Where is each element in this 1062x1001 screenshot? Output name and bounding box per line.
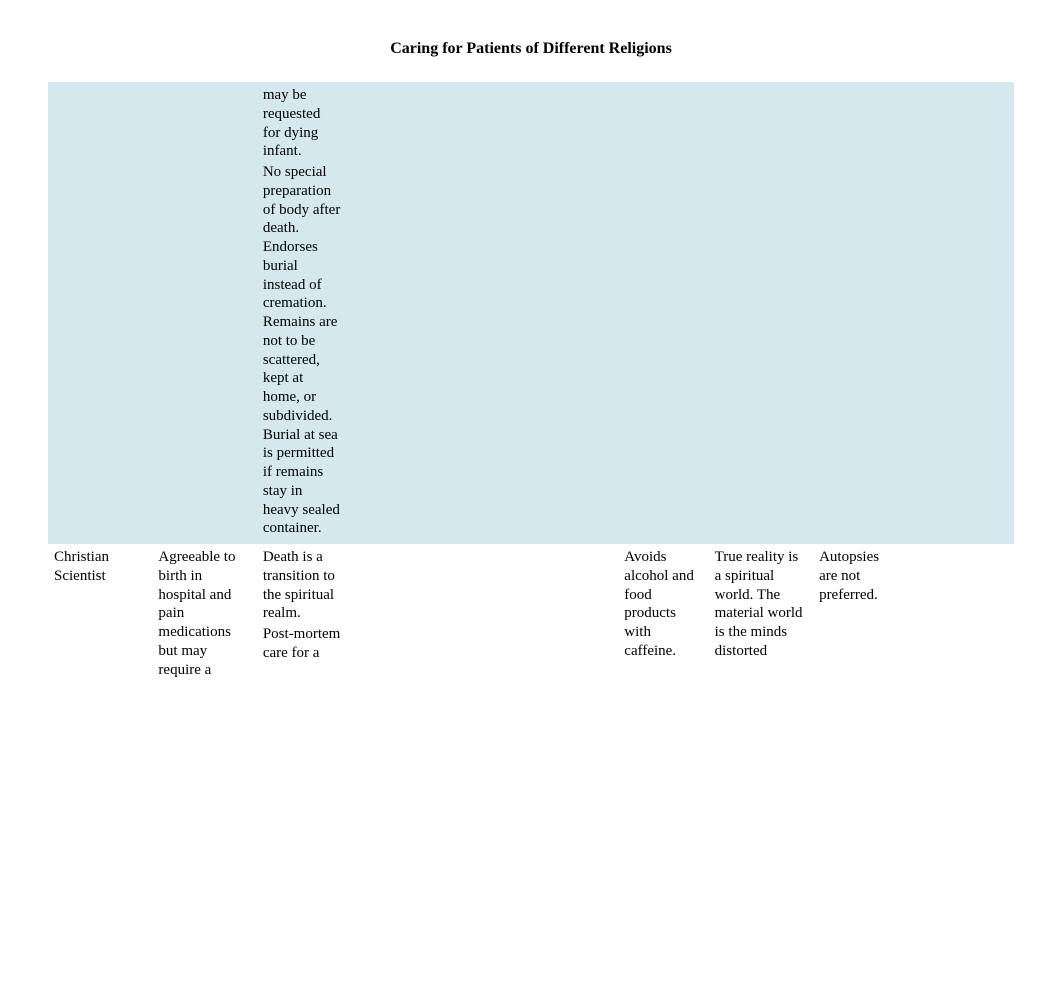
cell-religion — [48, 82, 152, 544]
cell-birth: Agreeable to birth in hospital and pain … — [152, 544, 256, 683]
cell-beliefs — [709, 82, 813, 544]
cell-c9 — [903, 82, 1014, 544]
cell-c5 — [528, 544, 618, 683]
cell-beliefs: True reality is a spiritual world. The m… — [709, 544, 813, 683]
cell-birth — [152, 82, 256, 544]
page-title: Caring for Patients of Different Religio… — [48, 40, 1014, 58]
cell-death: may be requested for dying infant.No spe… — [257, 82, 347, 544]
cell-religion: Christian Scientist — [48, 544, 152, 683]
cell-c3 — [347, 82, 437, 544]
document-page: Caring for Patients of Different Religio… — [0, 0, 1062, 697]
religions-table-wrap: may be requested for dying infant.No spe… — [48, 82, 1014, 697]
page-bottom-whitespace — [0, 697, 1062, 987]
cell-c4 — [438, 82, 528, 544]
cell-diet — [618, 82, 708, 544]
cell-c4 — [438, 544, 528, 683]
table-row: Christian Scientist Agreeable to birth i… — [48, 544, 1014, 683]
cell-death: Death is a transition to the spiritual r… — [257, 544, 347, 683]
cell-c3 — [347, 544, 437, 683]
table-body: may be requested for dying infant.No spe… — [48, 82, 1014, 683]
religions-table: may be requested for dying infant.No spe… — [48, 82, 1014, 683]
cell-autopsy: Autopsies are not preferred. — [813, 544, 903, 683]
table-row: may be requested for dying infant.No spe… — [48, 82, 1014, 544]
cell-c9 — [903, 544, 1014, 683]
cell-diet: Avoids alcohol and food products with ca… — [618, 544, 708, 683]
cell-c5 — [528, 82, 618, 544]
cell-autopsy — [813, 82, 903, 544]
